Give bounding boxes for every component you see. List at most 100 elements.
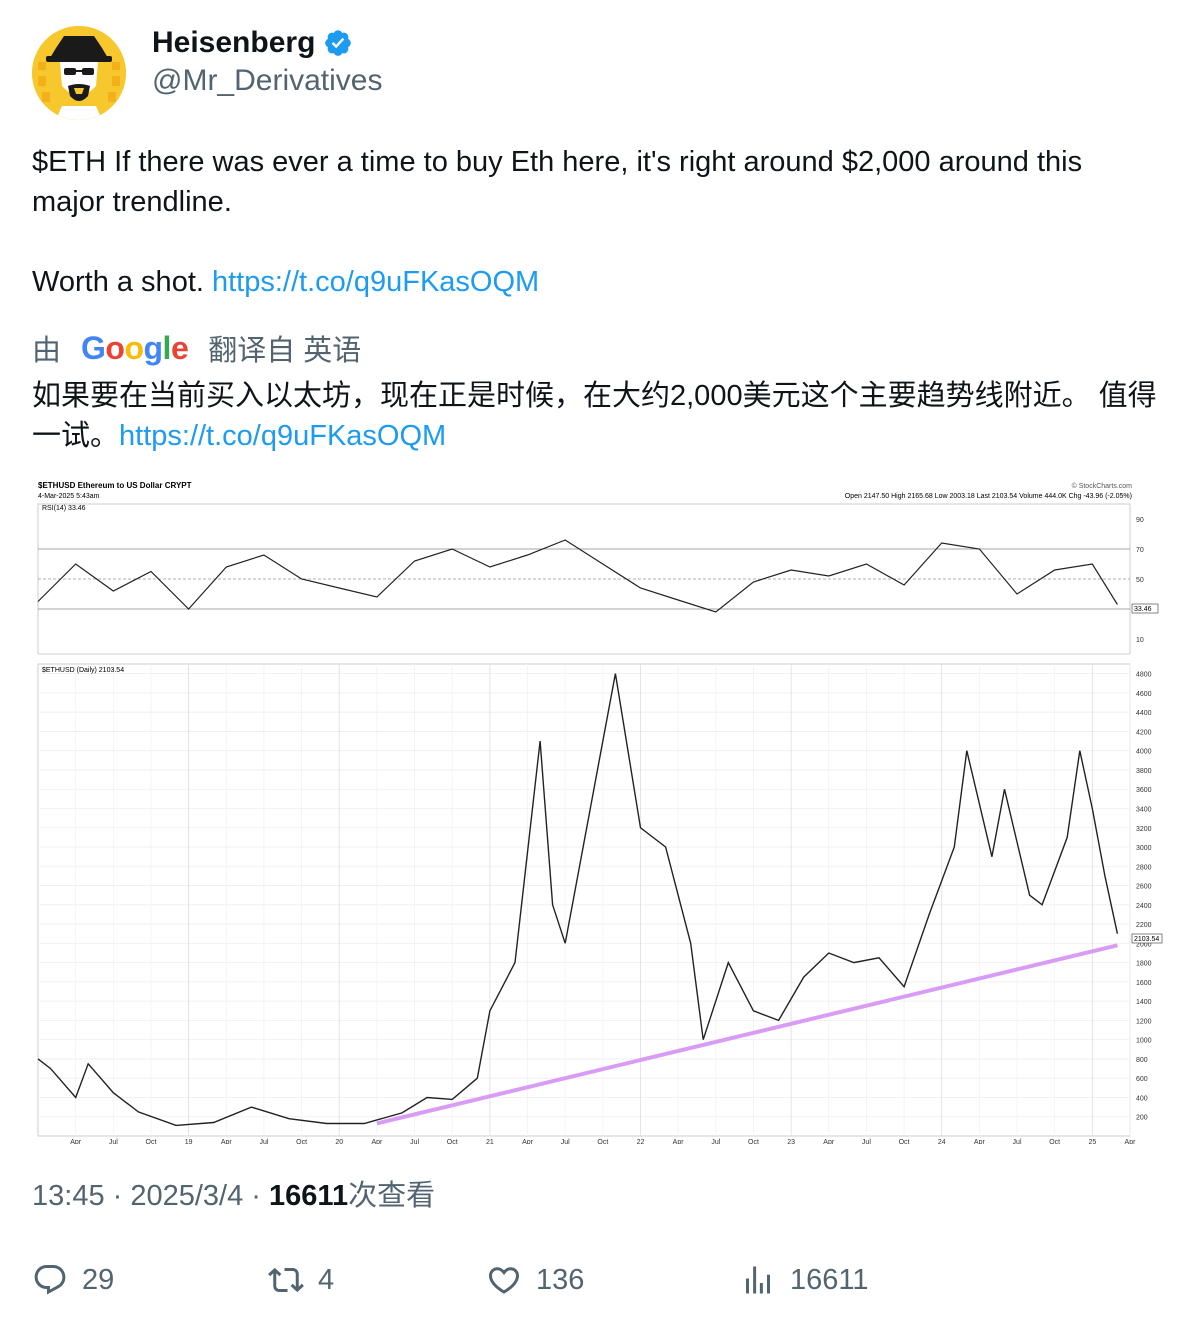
x-tick-label: Oct [447, 1139, 458, 1144]
x-tick-label: 25 [1088, 1139, 1096, 1144]
like-count: 136 [536, 1263, 585, 1296]
reply-icon [34, 1265, 66, 1295]
tweet-date[interactable]: 2025/3/4 [130, 1180, 244, 1212]
price-tick-label: 800 [1136, 1057, 1148, 1064]
price-tick-label: 4200 [1136, 729, 1152, 736]
rsi-tick-label: 10 [1136, 637, 1144, 644]
reply-button[interactable]: 29 [32, 1258, 114, 1302]
verified-badge-icon[interactable] [323, 28, 353, 58]
x-tick-label: Oct [146, 1139, 157, 1144]
tweet-text: $ETH If there was ever a time to buy Eth… [32, 142, 1162, 302]
rsi-tick-label: 50 [1136, 577, 1144, 584]
x-tick-label: Apr [522, 1139, 534, 1144]
x-tick-label: Jul [109, 1139, 118, 1144]
x-tick-label: Oct [899, 1139, 910, 1144]
tweet-meta: 13:45 · 2025/3/4 · 16611次查看 [32, 1180, 436, 1212]
views-count: 16611 [269, 1180, 349, 1212]
trendline [376, 943, 1118, 1126]
x-tick-label: Apr [371, 1139, 383, 1144]
tweet-line-1: $ETH If there was ever a time to buy Eth… [32, 146, 1083, 218]
x-tick-label: Jul [259, 1139, 268, 1144]
x-tick-label: 20 [335, 1139, 343, 1144]
x-tick-label: Jul [711, 1139, 720, 1144]
tweet-line-2-text: Worth a shot. [32, 266, 204, 298]
retweet-count: 4 [318, 1263, 335, 1296]
x-tick-label: Jul [1013, 1139, 1022, 1144]
price-tick-label: 3000 [1136, 845, 1152, 852]
user-handle[interactable]: @Mr_Derivatives [152, 64, 383, 97]
x-tick-label: Jul [410, 1139, 419, 1144]
tweet-header: Heisenberg @Mr_Derivatives [32, 26, 1162, 126]
translation-attribution: 由 Google 翻译自 英语 [32, 328, 361, 368]
x-tick-label: Apr [673, 1139, 685, 1144]
avatar[interactable] [32, 26, 126, 120]
x-tick-label: 19 [185, 1139, 193, 1144]
price-tick-label: 1000 [1136, 1038, 1152, 1045]
price-tick-label: 4400 [1136, 710, 1152, 717]
rsi-line [37, 539, 1118, 613]
x-tick-label: 23 [787, 1139, 795, 1144]
x-tick-label: 24 [938, 1139, 946, 1144]
views-button[interactable]: 16611 [740, 1258, 869, 1302]
rsi-label: RSI(14) 33.46 [42, 505, 86, 512]
price-tick-label: 3200 [1136, 826, 1152, 833]
price-tick-label: 1800 [1136, 961, 1152, 968]
chart-source: © StockCharts.com [1072, 482, 1133, 490]
price-line [37, 673, 1119, 1127]
translation-prefix: 由 [32, 335, 62, 367]
action-bar: 29 4 136 16611 [32, 1258, 1162, 1302]
price-panel: 200 400 600 800 1000 1200 1400 1600 1800 2000 2200… [37, 663, 1152, 1146]
x-tick-label: Jul [561, 1139, 570, 1144]
translated-body: 如果要在当前买入以太坊，现在正是时候，在大约2,000美元这个主要趋势线附近。 … [32, 380, 1157, 452]
reply-count: 29 [82, 1263, 115, 1296]
x-tick-label: Apr [974, 1139, 986, 1144]
chart-subtitle: 4-Mar-2025 5:43am [38, 493, 100, 500]
price-tick-label: 600 [1136, 1076, 1148, 1083]
rsi-last-value: 33.46 [1134, 606, 1152, 613]
chart-title: $ETHUSD Ethereum to US Dollar CRYPT [38, 481, 192, 490]
eth-chart: 1030507090 20040060080010001200140016001… [32, 476, 1164, 1146]
retweet-icon [268, 1267, 304, 1293]
price-tick-label: 4800 [1136, 672, 1152, 679]
x-tick-label: Oct [597, 1139, 608, 1144]
google-logo: Google [81, 329, 189, 366]
price-tick-label: 4600 [1136, 691, 1152, 698]
x-tick-label: Apr [1125, 1139, 1137, 1144]
price-last-value: 2103.54 [1134, 936, 1159, 943]
x-tick-label: Apr [221, 1139, 233, 1144]
x-tick-label: Oct [1049, 1139, 1060, 1144]
translation-suffix[interactable]: 翻译自 英语 [208, 335, 362, 367]
x-tick-label: 21 [486, 1139, 494, 1144]
like-button[interactable]: 136 [486, 1258, 584, 1302]
price-tick-label: 2800 [1136, 864, 1152, 871]
rsi-tick-label: 70 [1136, 547, 1144, 554]
price-tick-label: 3600 [1136, 787, 1152, 794]
price-tick-label: 1200 [1136, 1018, 1152, 1025]
tweet-line-2: Worth a shot. https://t.co/q9uFKasOQM [32, 262, 1162, 302]
views-chart-icon [746, 1266, 770, 1294]
views-label: 次查看 [348, 1180, 436, 1212]
price-tick-label: 1600 [1136, 980, 1152, 987]
heisenberg-avatar-icon [32, 26, 126, 120]
price-tick-label: 2400 [1136, 903, 1152, 910]
tweet-link[interactable]: https://t.co/q9uFKasOQM [212, 266, 540, 298]
price-tick-label: 3400 [1136, 806, 1152, 813]
price-tick-label: 4000 [1136, 749, 1152, 756]
translated-link[interactable]: https://t.co/q9uFKasOQM [119, 420, 447, 452]
x-tick-label: Apr [823, 1139, 835, 1144]
display-name[interactable]: Heisenberg [152, 26, 316, 59]
price-tick-label: 2200 [1136, 922, 1152, 929]
chart-image[interactable]: 1030507090 20040060080010001200140016001… [32, 476, 1164, 1146]
price-tick-label: 3800 [1136, 768, 1152, 775]
retweet-button[interactable]: 4 [268, 1258, 334, 1302]
x-tick-label: Jul [862, 1139, 871, 1144]
translated-text: 如果要在当前买入以太坊，现在正是时候，在大约2,000美元这个主要趋势线附近。 … [32, 376, 1162, 456]
x-tick-label: Apr [70, 1139, 82, 1144]
rsi-panel: 1030507090 [37, 503, 1144, 655]
views-action-count: 16611 [790, 1263, 869, 1296]
price-tick-label: 2600 [1136, 884, 1152, 891]
tweet-time[interactable]: 13:45 [32, 1180, 105, 1212]
x-tick-label: Oct [748, 1139, 759, 1144]
price-tick-label: 400 [1136, 1095, 1148, 1102]
price-tick-label: 1400 [1136, 999, 1152, 1006]
